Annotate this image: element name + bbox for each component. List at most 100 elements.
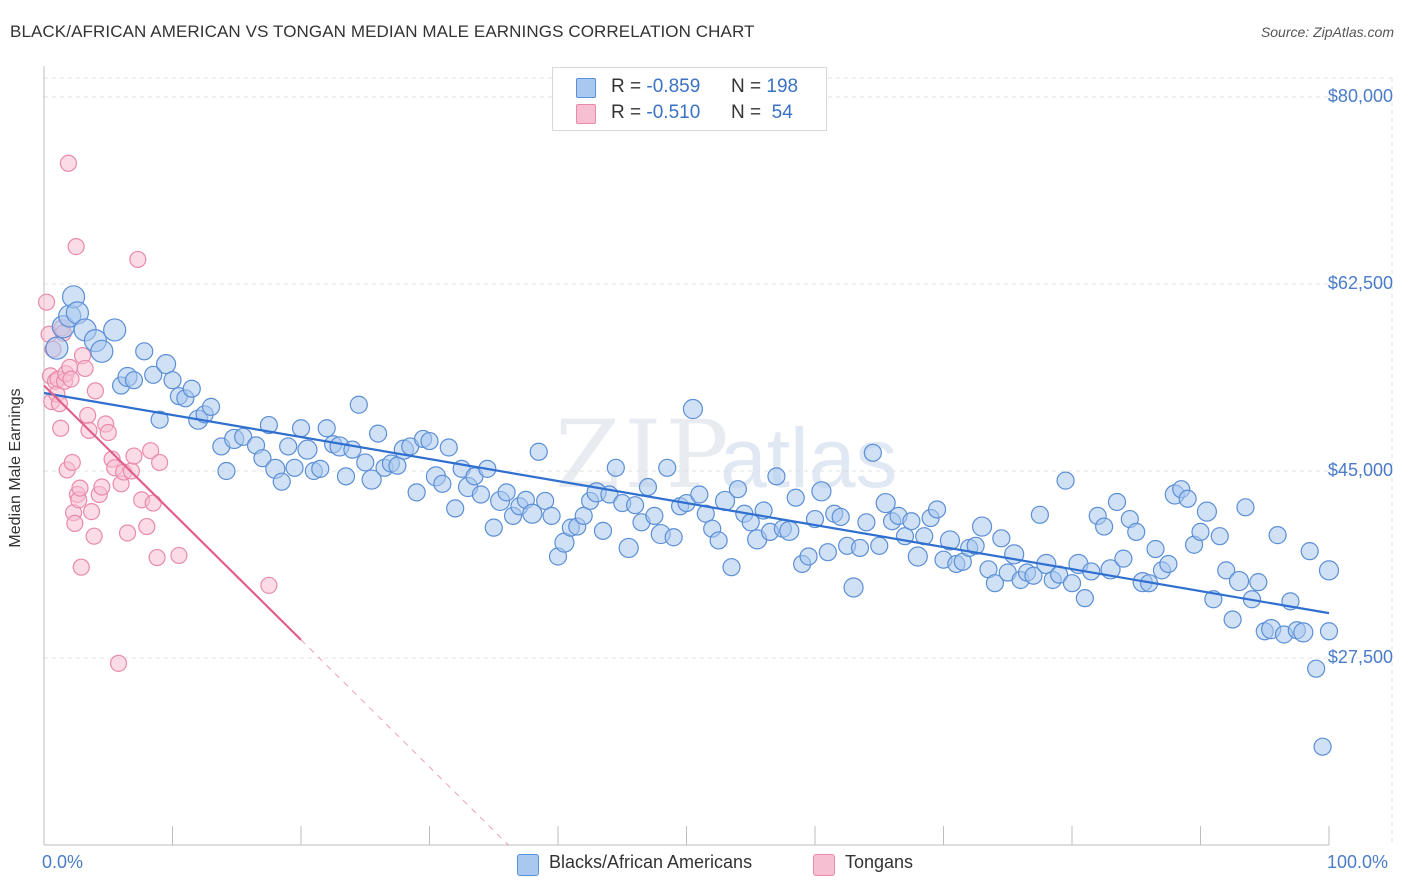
blacks-point	[1249, 573, 1268, 592]
y-tick-label: $62,500	[1327, 273, 1393, 293]
blacks-point	[625, 496, 645, 515]
tongans-point	[71, 479, 89, 497]
blacks-point	[407, 483, 426, 502]
blacks-point	[349, 395, 368, 414]
blacks-point	[1293, 622, 1314, 643]
blacks-point	[446, 499, 465, 518]
blacks-point	[1056, 471, 1075, 490]
legend-swatch-pink	[576, 104, 596, 124]
y-tick-label: $27,500	[1327, 647, 1393, 667]
blacks-point	[90, 339, 114, 363]
blacks-points	[45, 285, 1340, 756]
blacks-point	[638, 477, 658, 497]
blacks-point	[1228, 570, 1250, 592]
blacks-point	[536, 491, 555, 511]
blacks-point	[863, 443, 882, 462]
tongans-point	[63, 453, 81, 472]
legend-swatch-blue	[576, 78, 596, 98]
blacks-point	[985, 574, 1005, 593]
tongans-point	[82, 503, 101, 521]
blacks-point	[902, 512, 921, 531]
blacks-point	[1024, 566, 1043, 585]
blacks-point	[1159, 554, 1178, 574]
blacks-trendline	[43, 391, 1330, 615]
x-tick-max: 100.0%	[1327, 852, 1389, 872]
blacks-point	[182, 379, 201, 398]
blacks-point	[1075, 589, 1094, 608]
blacks-point	[664, 528, 683, 547]
blacks-point	[259, 415, 278, 435]
stats-legend: R = -0.859 N = 198 R = -0.510 N = 54	[552, 67, 827, 131]
blacks-point	[574, 506, 593, 525]
x-tick-min: 0.0%	[42, 852, 84, 872]
blacks-point	[522, 503, 543, 524]
tongans-point	[148, 548, 166, 567]
blacks-point	[1030, 505, 1049, 524]
legend-label-blacks: Blacks/African Americans	[549, 852, 753, 872]
blacks-point	[696, 504, 715, 523]
legend-r-value: -0.859	[646, 76, 701, 97]
legend-swatch-blue	[517, 854, 539, 876]
axes	[43, 66, 1330, 846]
blacks-point	[939, 530, 961, 551]
legend-n-value: 198	[766, 76, 799, 97]
blacks-point	[767, 467, 786, 486]
legend-r-label: R =	[611, 102, 642, 123]
legend-r-label: R =	[611, 76, 642, 97]
y-axis-label: Median Male Earnings	[7, 388, 24, 548]
tongans-point	[86, 382, 105, 400]
blacks-point	[1223, 610, 1242, 629]
blacks-point	[690, 485, 709, 504]
blacks-point	[811, 481, 832, 502]
blacks-point	[529, 442, 548, 461]
blacks-point	[1210, 527, 1229, 546]
tongans-trendline-extension	[300, 639, 509, 846]
y-tick-label: $45,000	[1327, 460, 1393, 480]
blacks-point	[311, 459, 330, 478]
tongans-point	[59, 154, 78, 172]
tongans-point	[170, 546, 188, 565]
trend-lines	[43, 384, 1330, 846]
blacks-point	[420, 431, 439, 451]
source-label: Source: ZipAtlas.com	[1260, 24, 1394, 40]
blacks-point	[103, 318, 127, 342]
legend-row-blacks: R = -0.859 N = 198	[553, 75, 826, 101]
blacks-point	[1217, 561, 1236, 580]
tongans-points	[37, 154, 278, 672]
tongans-point	[85, 527, 103, 545]
blacks-point	[285, 458, 304, 477]
tongans-point	[125, 447, 143, 465]
tongans-point	[138, 517, 156, 536]
blacks-point	[343, 440, 362, 459]
blacks-point	[272, 472, 291, 491]
blacks-point	[369, 424, 388, 443]
chart-title: BLACK/AFRICAN AMERICAN VS TONGAN MEDIAN …	[10, 22, 755, 41]
tongans-point	[109, 654, 128, 672]
blacks-point	[1318, 560, 1340, 581]
blacks-point	[1319, 622, 1339, 641]
legend-row-tongans: R = -0.510 N = 54	[553, 101, 826, 127]
blacks-point	[907, 546, 928, 567]
blacks-point	[253, 449, 272, 468]
blacks-point	[1268, 526, 1287, 545]
tongans-point	[142, 442, 160, 460]
blacks-point	[356, 453, 375, 472]
blacks-point	[1313, 737, 1332, 756]
tongans-point	[62, 370, 80, 388]
blacks-point	[966, 536, 985, 555]
blacks-point	[1191, 522, 1210, 542]
blacks-point	[850, 538, 870, 558]
blacks-point	[471, 485, 490, 504]
blacks-point	[799, 547, 818, 566]
blacks-point	[433, 474, 452, 493]
blacks-point	[297, 439, 318, 460]
tongans-point	[260, 576, 278, 594]
blacks-point	[361, 469, 382, 490]
blacks-point	[1127, 522, 1146, 542]
legend-n-label: N =	[731, 102, 762, 123]
blacks-point	[279, 437, 298, 456]
blacks-point	[992, 529, 1011, 548]
tongans-point	[72, 558, 90, 576]
blacks-point	[1095, 517, 1114, 536]
tongans-trendline	[43, 384, 302, 641]
